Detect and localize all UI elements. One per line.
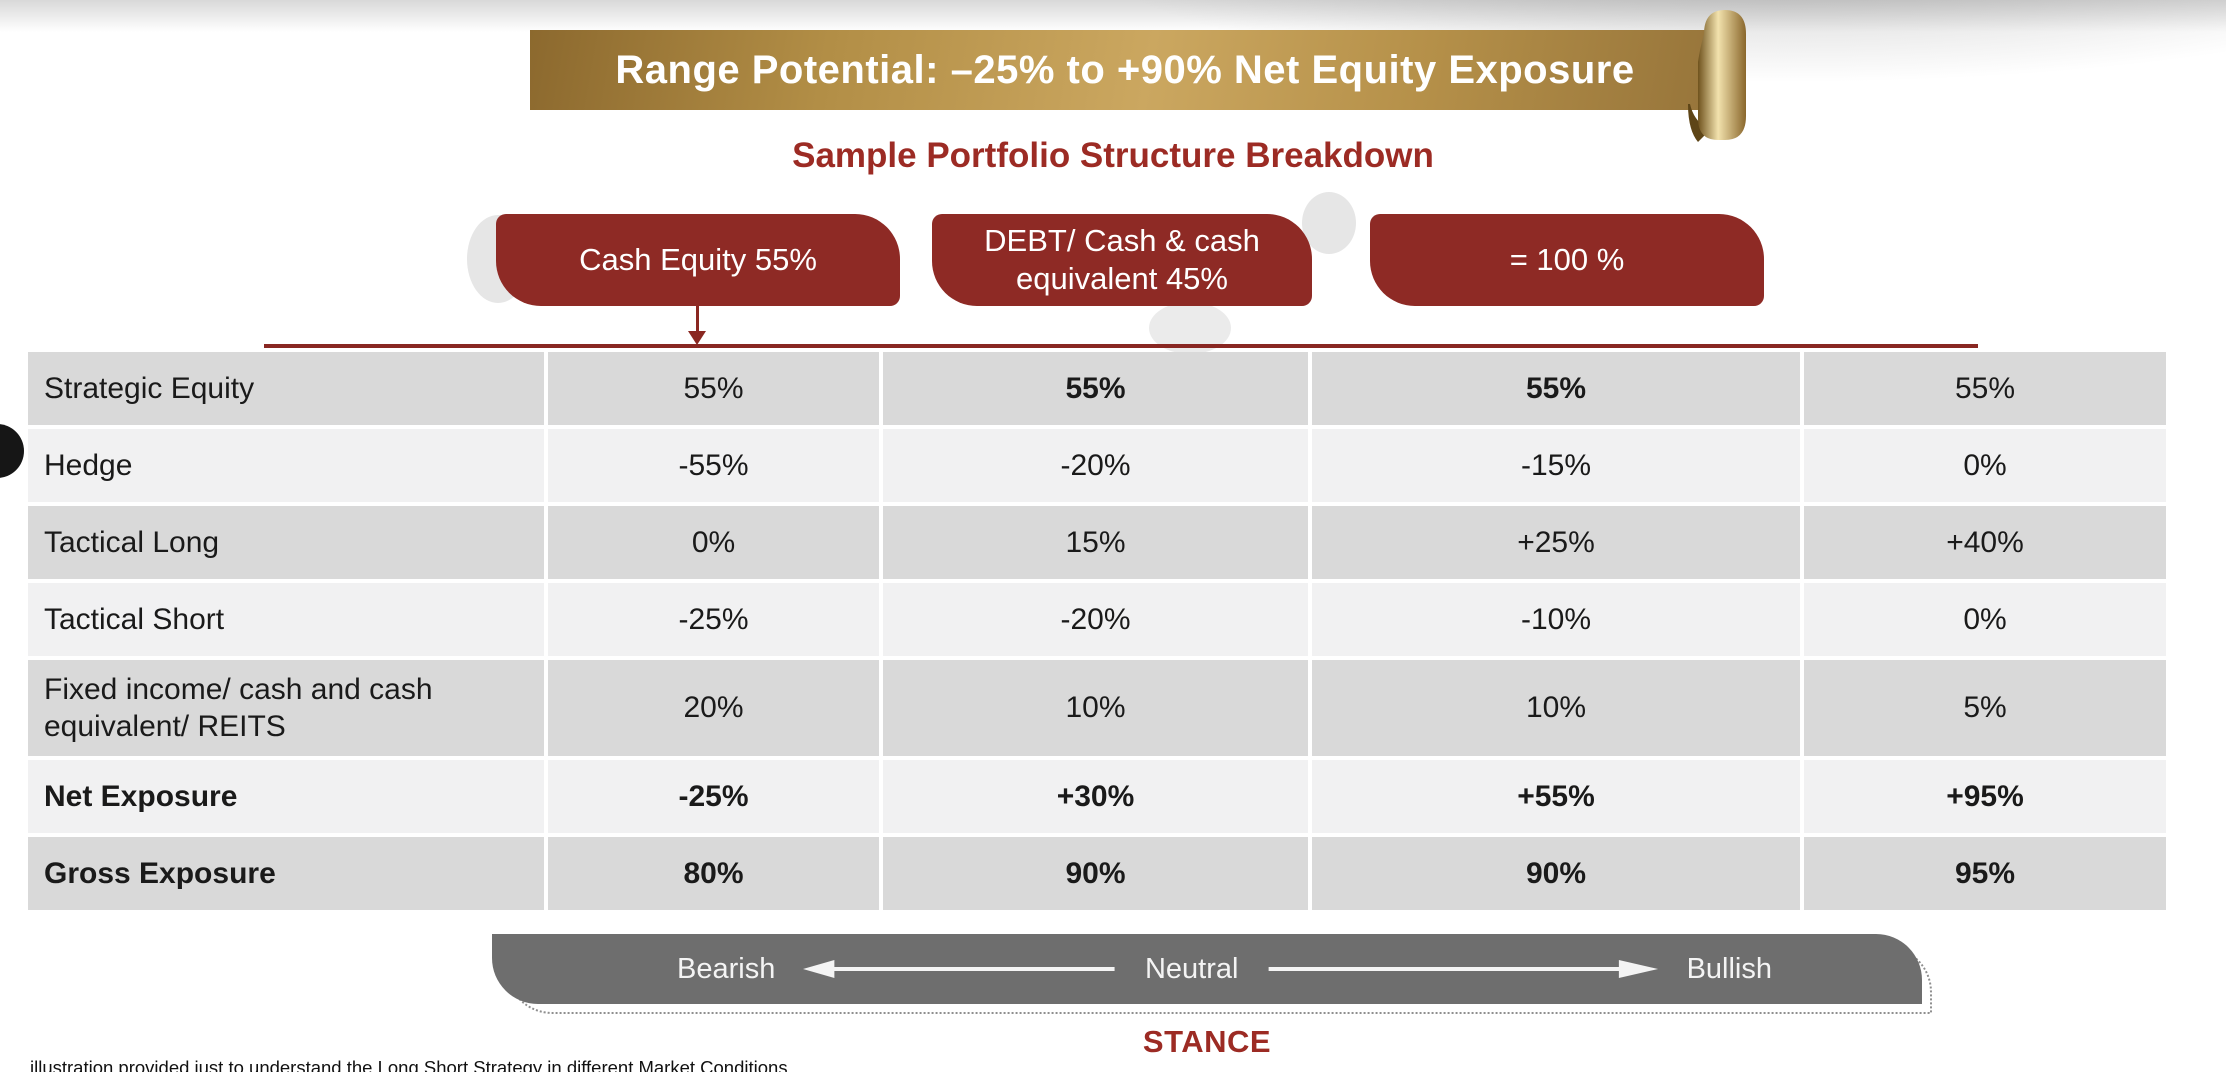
- slide-subtitle: Sample Portfolio Structure Breakdown: [792, 136, 1434, 175]
- table-cell: 55%: [548, 352, 879, 425]
- table-row-label: Hedge: [28, 429, 544, 502]
- table-cell: 10%: [1312, 660, 1800, 756]
- stance-bearish-label: Bearish: [677, 952, 776, 985]
- table-cell: 0%: [548, 506, 879, 579]
- table-row-label: Net Exposure: [28, 760, 544, 833]
- title-banner: Range Potential: –25% to +90% Net Equity…: [530, 30, 1720, 110]
- table-cell: 90%: [883, 837, 1308, 910]
- table-cell: 0%: [1804, 429, 2166, 502]
- table-cell: 15%: [883, 506, 1308, 579]
- table-cell: 90%: [1312, 837, 1800, 910]
- down-arrow-head-icon: [688, 331, 706, 345]
- table-cell: -10%: [1312, 583, 1800, 656]
- table-cell: 0%: [1804, 583, 2166, 656]
- table-cell: -25%: [548, 583, 879, 656]
- pill-label: = 100 %: [1509, 242, 1625, 278]
- table-cell: 95%: [1804, 837, 2166, 910]
- down-arrow-icon: [696, 306, 699, 333]
- table-cell: -55%: [548, 429, 879, 502]
- table-cell: -20%: [883, 429, 1308, 502]
- table-cell: +55%: [1312, 760, 1800, 833]
- table-top-rule: [264, 344, 1978, 348]
- table-cell: 55%: [883, 352, 1308, 425]
- left-arrow-icon: [803, 960, 1115, 978]
- table-cell: +95%: [1804, 760, 2166, 833]
- header-pill-cash-equity: Cash Equity 55%: [496, 214, 900, 306]
- left-edge-circle-decoration: [0, 424, 24, 478]
- table-row-label: Tactical Short: [28, 583, 544, 656]
- table-row-label: Gross Exposure: [28, 837, 544, 910]
- table-cell: -15%: [1312, 429, 1800, 502]
- table-cell: 80%: [548, 837, 879, 910]
- table-cell: +25%: [1312, 506, 1800, 579]
- pill-label-line2: equivalent 45%: [1016, 261, 1228, 296]
- table-cell: -20%: [883, 583, 1308, 656]
- ellipse-decoration: [1302, 192, 1356, 254]
- pill-label-line1: DEBT/ Cash & cash: [984, 223, 1260, 259]
- stance-bar: Bearish Neutral Bullish: [492, 934, 1922, 1004]
- table-cell: 20%: [548, 660, 879, 756]
- stance-neutral-label: Neutral: [1144, 952, 1239, 985]
- table-row-label: Tactical Long: [28, 506, 544, 579]
- stance-bullish-label: Bullish: [1686, 952, 1772, 985]
- table-row-label: Fixed income/ cash and cash equivalent/ …: [28, 660, 544, 756]
- table-cell: +40%: [1804, 506, 2166, 579]
- table-cell: +30%: [883, 760, 1308, 833]
- table-cell: 5%: [1804, 660, 2166, 756]
- disclaimer-footnote: illustration provided just to understand…: [30, 1057, 788, 1072]
- portfolio-table: Strategic Equity 55% 55% 55% 55% Hedge -…: [28, 352, 2166, 910]
- header-pill-total: = 100 %: [1370, 214, 1764, 306]
- table-cell: 55%: [1312, 352, 1800, 425]
- pill-label: Cash Equity 55%: [579, 242, 817, 278]
- page-title: Range Potential: –25% to +90% Net Equity…: [615, 47, 1635, 92]
- ribbon-curl-icon: [1688, 10, 1746, 142]
- right-arrow-icon: [1269, 960, 1659, 978]
- table-row-label: Strategic Equity: [28, 352, 544, 425]
- table-cell: 10%: [883, 660, 1308, 756]
- table-cell: -25%: [548, 760, 879, 833]
- table-cell: 55%: [1804, 352, 2166, 425]
- stance-caption: STANCE: [1142, 1024, 1272, 1059]
- header-pill-debt-cash: DEBT/ Cash & cash equivalent 45%: [932, 214, 1312, 306]
